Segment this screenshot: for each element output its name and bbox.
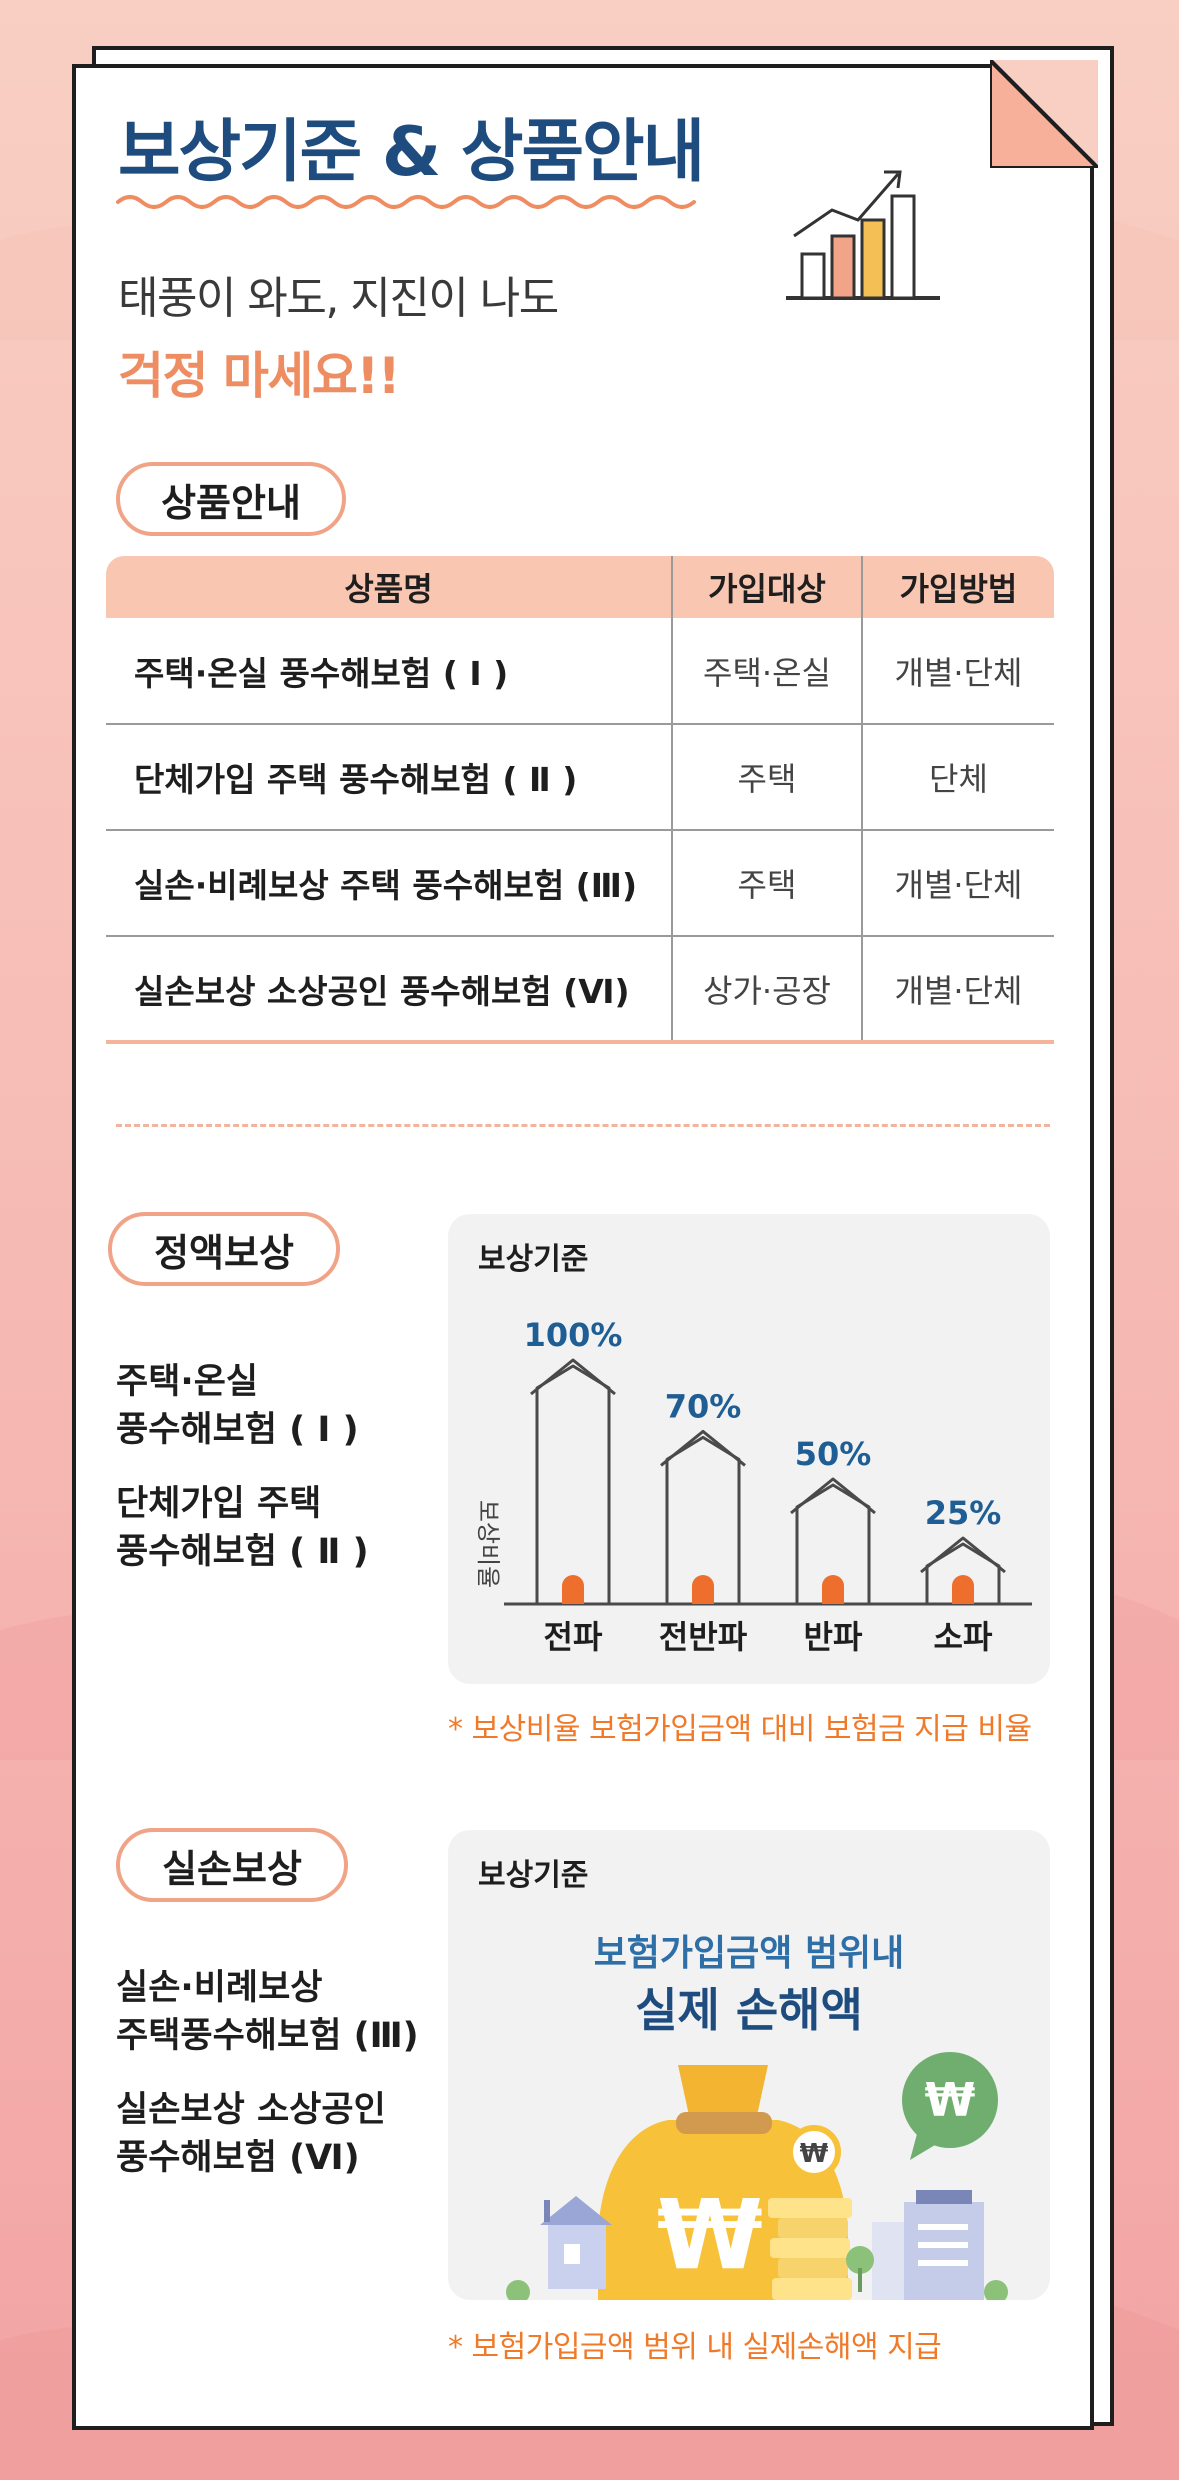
chart-value-label: 70%: [665, 1387, 742, 1425]
list-item: 실손보상 소상공인 풍수해보험 (Ⅵ): [116, 2086, 419, 2182]
growth-chart-icon: [786, 170, 940, 300]
list-item-line: 풍수해보험 (Ⅵ): [116, 2138, 360, 2178]
actual-box-label: 보상기준: [478, 1858, 589, 1893]
house-icon: [540, 2196, 612, 2289]
list-item-line: 주택풍수해보험 (Ⅲ): [116, 2016, 419, 2056]
product-name-cell: 단체가입 주택 풍수해보험 ( Ⅱ ): [106, 724, 672, 831]
chart-bar-roof: [920, 1536, 1006, 1574]
compensation-chart-box: 보상기준 보상비율 100% 전파 70% 전반파 50% 반파 25% 소파: [448, 1214, 1050, 1684]
chart-bar-door: [692, 1575, 714, 1604]
compensation-rate-chart: 보상비율 100% 전파 70% 전반파 50% 반파 25% 소파: [474, 1316, 1032, 1656]
title-underline-wave: [116, 195, 696, 209]
product-name-cell: 실손보상 소상공인 풍수해보험 (Ⅵ): [106, 936, 672, 1044]
chart-value-label: 50%: [795, 1435, 872, 1473]
actual-product-list: 실손·비례보상 주택풍수해보험 (Ⅲ) 실손보상 소상공인 풍수해보험 (Ⅵ): [116, 1964, 419, 2208]
product-name-cell: 실손·비례보상 주택 풍수해보험 (Ⅲ): [106, 830, 672, 937]
column-header-product-name: 상품명: [106, 556, 672, 618]
money-bag-illustration: ₩ ₩ ₩: [506, 2052, 1008, 2300]
won-symbol: ₩: [800, 2139, 829, 2169]
table-row: 주택·온실 풍수해보험 ( Ⅰ ) 주택·온실 개별·단체: [106, 618, 1054, 725]
eligibility-cell: 상가·공장: [671, 936, 862, 1044]
chart-category-label: 전파: [544, 1618, 603, 1656]
eligibility-cell: 주택: [671, 724, 862, 831]
list-item-line: 풍수해보험 ( Ⅱ ): [116, 1532, 369, 1572]
chart-bar-door: [952, 1575, 974, 1604]
page-title: 보상기준 & 상품안내: [118, 113, 705, 192]
method-cell: 개별·단체: [861, 618, 1054, 725]
list-item-line: 주택·온실: [116, 1362, 259, 1402]
chart-bar-house: [925, 1542, 1001, 1604]
list-item-line: 실손·비례보상: [116, 1968, 323, 2008]
chart-category-label: 전반파: [659, 1618, 748, 1656]
won-symbol: ₩: [925, 2073, 976, 2127]
actual-loss-line2: 실제 손해액: [635, 1983, 863, 2037]
actual-loss-note: * 보험가입금액 범위 내 실제손해액 지급: [448, 2330, 942, 2365]
list-item-line: 단체가입 주택: [116, 1484, 322, 1524]
list-item: 단체가입 주택 풍수해보험 ( Ⅱ ): [116, 1480, 369, 1576]
list-item-line: 실손보상 소상공인: [116, 2090, 386, 2130]
chart-bar-roof: [660, 1429, 746, 1467]
chart-bar-door: [822, 1575, 844, 1604]
section-label-fixed-compensation: 정액보상: [108, 1212, 340, 1286]
column-header-eligibility: 가입대상: [671, 556, 862, 618]
actual-loss-box: 보상기준 보험가입금액 범위내 실제 손해액 ₩ ₩ ₩: [448, 1830, 1050, 2300]
actual-loss-line1: 보험가입금액 범위내: [593, 1933, 905, 1974]
building-icon: [872, 2190, 984, 2300]
list-item: 주택·온실 풍수해보험 ( Ⅰ ): [116, 1358, 369, 1454]
chart-value-label: 100%: [524, 1316, 623, 1354]
chart-bar-door: [562, 1575, 584, 1604]
page-fold-corner: [990, 60, 1098, 168]
products-table: 상품명 가입대상 가입방법 주택·온실 풍수해보험 ( Ⅰ ) 주택·온실 개별…: [106, 556, 1054, 1044]
chart-bar-roof: [790, 1477, 876, 1515]
won-speech-bubble-icon: ₩: [902, 2052, 998, 2160]
fixed-compensation-note: * 보상비율 보험가입금액 대비 보험금 지급 비율: [448, 1712, 1032, 1747]
method-cell: 개별·단체: [861, 936, 1054, 1044]
chart-category-label: 반파: [804, 1618, 863, 1656]
section-label-products: 상품안내: [116, 462, 346, 536]
chart-bar-house: [535, 1364, 611, 1604]
fixed-product-list: 주택·온실 풍수해보험 ( Ⅰ ) 단체가입 주택 풍수해보험 ( Ⅱ ): [116, 1358, 369, 1602]
table-row: 실손보상 소상공인 풍수해보험 (Ⅵ) 상가·공장 개별·단체: [106, 936, 1054, 1044]
list-item: 실손·비례보상 주택풍수해보험 (Ⅲ): [116, 1964, 419, 2060]
section-label-actual-loss: 실손보상: [116, 1828, 348, 1902]
chart-y-axis-label: 보상비율: [474, 1500, 502, 1588]
chart-box-label: 보상기준: [478, 1242, 589, 1277]
chart-bar-roof: [530, 1358, 616, 1396]
method-cell: 개별·단체: [861, 830, 1054, 937]
won-symbol: ₩: [657, 2179, 763, 2291]
chart-category-label: 소파: [934, 1618, 993, 1656]
column-header-enrollment-method: 가입방법: [861, 556, 1054, 618]
chart-bar-house: [665, 1435, 741, 1604]
eligibility-cell: 주택: [671, 830, 862, 937]
product-name-cell: 주택·온실 풍수해보험 ( Ⅰ ): [106, 618, 672, 725]
table-row: 실손·비례보상 주택 풍수해보험 (Ⅲ) 주택 개별·단체: [106, 830, 1054, 937]
subtitle: 태풍이 와도, 지진이 나도: [118, 273, 559, 324]
subtitle-highlight: 걱정 마세요!!: [118, 347, 401, 405]
chart-value-label: 25%: [925, 1494, 1002, 1532]
coin-stack-icon: ₩: [768, 2125, 852, 2300]
eligibility-cell: 주택·온실: [671, 618, 862, 725]
table-row: 단체가입 주택 풍수해보험 ( Ⅱ ) 주택 단체: [106, 724, 1054, 831]
list-item-line: 풍수해보험 ( Ⅰ ): [116, 1410, 359, 1450]
section-divider: [116, 1124, 1050, 1127]
table-header-row: 상품명 가입대상 가입방법: [106, 556, 1054, 618]
chart-bar-house: [795, 1483, 871, 1604]
method-cell: 단체: [861, 724, 1054, 831]
tree-icon: [506, 2246, 1008, 2300]
